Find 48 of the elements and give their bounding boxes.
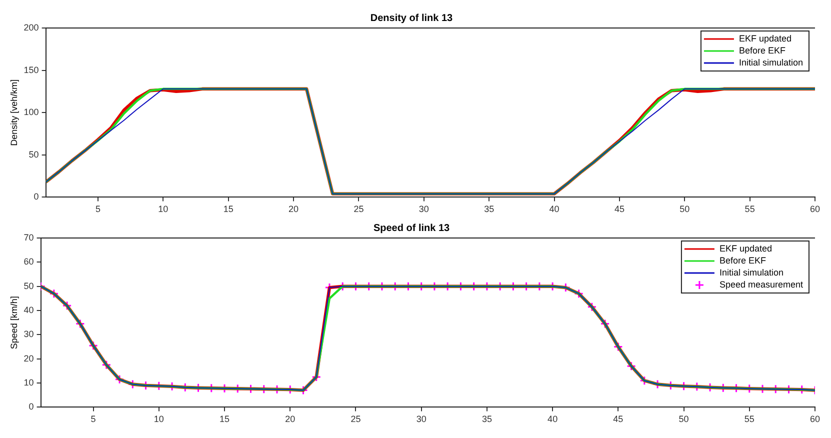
- y-tick-label: 50: [24, 280, 34, 291]
- x-tick-label: 15: [223, 204, 234, 214]
- x-tick-label: 10: [158, 204, 168, 214]
- x-tick-label: 35: [484, 204, 494, 214]
- legend-label: Initial simulation: [719, 267, 784, 278]
- x-tick-label: 10: [154, 414, 164, 424]
- x-tick-label: 20: [285, 414, 296, 424]
- x-tick-label: 25: [354, 204, 364, 214]
- x-tick-label: 30: [416, 414, 426, 424]
- y-tick-label: 60: [24, 256, 34, 267]
- y-tick-label: 100: [24, 107, 39, 118]
- x-tick-label: 40: [549, 204, 560, 214]
- y-tick-label: 150: [24, 64, 39, 75]
- y-tick-label: 20: [24, 353, 34, 364]
- y-axis-title: Density [veh/km]: [8, 79, 19, 146]
- x-tick-label: 50: [678, 414, 689, 424]
- x-tick-label: 55: [744, 414, 754, 424]
- legend-label: EKF updated: [719, 243, 772, 254]
- y-axis-title: Speed [km/h]: [8, 296, 19, 350]
- legend-label: Initial simulation: [738, 57, 803, 68]
- x-tick-label: 60: [810, 414, 820, 424]
- y-tick-label: 0: [34, 192, 39, 202]
- legend-label: EKF updated: [738, 33, 792, 44]
- x-tick-label: 20: [288, 204, 299, 214]
- x-tick-label: 15: [220, 414, 230, 424]
- legend-label: Before EKF: [719, 255, 766, 266]
- x-tick-label: 50: [680, 204, 690, 214]
- x-tick-label: 60: [810, 204, 820, 214]
- legend-label: Before EKF: [738, 45, 786, 56]
- x-tick-label: 55: [744, 204, 755, 214]
- y-tick-label: 40: [24, 305, 34, 315]
- x-tick-label: 5: [90, 414, 96, 424]
- y-tick-label: 50: [28, 149, 39, 160]
- x-tick-label: 30: [418, 204, 429, 214]
- chart-title: Speed of link 13: [373, 222, 450, 234]
- x-tick-label: 25: [350, 414, 361, 424]
- chart-title: Density of link 13: [370, 12, 454, 24]
- x-tick-label: 40: [548, 414, 558, 424]
- legend-label: Speed measurement: [719, 279, 804, 290]
- x-tick-label: 35: [482, 414, 492, 424]
- y-tick-label: 0: [28, 402, 34, 412]
- y-tick-label: 30: [24, 329, 34, 340]
- y-tick-label: 10: [24, 378, 34, 388]
- x-tick-label: 45: [613, 414, 624, 424]
- y-tick-label: 70: [24, 232, 34, 242]
- x-tick-label: 5: [95, 204, 100, 214]
- y-tick-label: 200: [24, 22, 39, 32]
- x-tick-label: 45: [614, 204, 624, 214]
